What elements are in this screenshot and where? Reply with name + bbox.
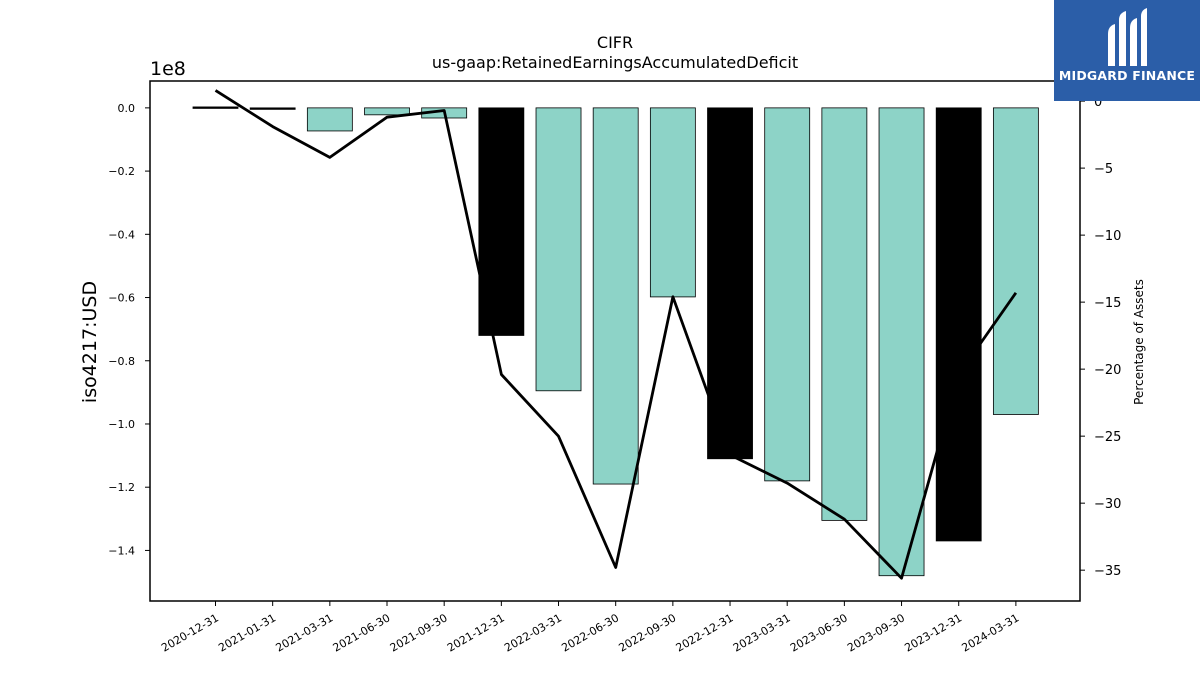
y-tick-label: −1.4	[108, 544, 135, 557]
y2-tick-label: −15	[1094, 296, 1121, 311]
bar-2021-06-30	[364, 107, 410, 116]
y-tick-label: 0.0	[118, 102, 136, 115]
bar-2022-06-30	[592, 107, 639, 485]
bar-2022-03-31	[535, 107, 582, 392]
bar-2021-01-31	[249, 107, 296, 110]
chart-title: CIFR	[597, 33, 633, 52]
plot-frame	[149, 80, 1081, 602]
y-tick-label: −1.2	[108, 481, 135, 494]
y-axis-label: iso4217:USD	[79, 281, 101, 403]
y-tick-label: −0.4	[108, 228, 135, 241]
x-tick-label: 2022-09-30	[616, 611, 678, 654]
y-tick-label: −0.8	[108, 355, 135, 368]
y2-tick-label: −25	[1094, 430, 1121, 445]
y2-tick-label: 0	[1094, 95, 1102, 110]
line-layer	[214, 89, 1018, 580]
x-tick-label: 2023-06-30	[788, 611, 850, 654]
brand-logo: MIDGARD FINANCE	[1054, 0, 1200, 101]
x-tick-label: 2022-03-31	[502, 611, 564, 654]
y2-tick-label: −35	[1094, 564, 1121, 579]
y2-axis-label: Percentage of Assets	[1132, 279, 1146, 405]
midgard-logo-icon	[1108, 8, 1147, 66]
y2-tick-label: −20	[1094, 363, 1121, 378]
y-tick-label: −0.6	[108, 292, 135, 305]
bar-2023-06-30	[821, 107, 868, 521]
bar-2021-12-31	[478, 107, 525, 336]
chart-subtitle: us-gaap:RetainedEarningsAccumulatedDefic…	[432, 53, 798, 72]
bar-2022-12-31	[707, 107, 753, 460]
bar-2021-03-31	[306, 107, 353, 132]
y2-tick-label: −30	[1094, 497, 1121, 512]
bar-2022-09-30	[649, 107, 696, 298]
percentage-line	[214, 89, 1018, 580]
x-tick-label: 2022-12-31	[674, 611, 736, 654]
y-tick-label: −0.2	[108, 165, 135, 178]
bars-layer	[192, 106, 1039, 577]
bar-2023-09-30	[878, 107, 925, 577]
logo-text: MIDGARD FINANCE	[1058, 68, 1196, 83]
x-tick-label: 2021-01-31	[216, 611, 278, 654]
y2-tick-label: −5	[1094, 162, 1113, 177]
x-tick-label: 2020-12-31	[159, 611, 221, 654]
x-tick-label: 2021-06-30	[331, 611, 393, 654]
x-tick-label: 2023-03-31	[731, 611, 793, 654]
x-tick-label: 2023-12-31	[902, 611, 964, 654]
y2-tick-label: −10	[1094, 229, 1121, 244]
bar-2023-12-31	[935, 107, 982, 542]
bar-2020-12-31	[192, 106, 239, 109]
x-tick-label: 2023-09-30	[845, 611, 907, 654]
x-tick-label: 2024-03-31	[960, 611, 1022, 654]
bar-2024-03-31	[992, 107, 1039, 415]
x-tick-label: 2021-09-30	[388, 611, 450, 654]
bar-2023-03-31	[764, 107, 811, 482]
x-tick-label: 2022-06-30	[559, 611, 621, 654]
x-tick-label: 2021-12-31	[445, 611, 507, 654]
y-tick-label: −1.0	[108, 418, 135, 431]
y-offset-label: 1e8	[150, 58, 186, 80]
x-tick-label: 2021-03-31	[273, 611, 335, 654]
